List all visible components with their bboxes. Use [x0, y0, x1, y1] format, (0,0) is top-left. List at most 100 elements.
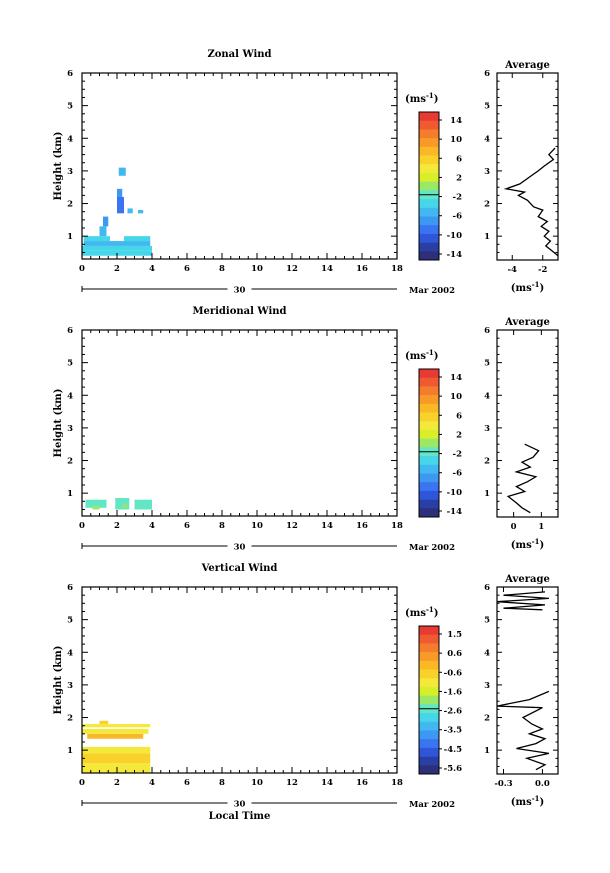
x-tick-label: 8: [219, 264, 225, 274]
colorbar-swatch: [419, 164, 439, 174]
heatmap-cell: [117, 197, 124, 214]
heatmap-cell: [124, 236, 151, 242]
avg-x-axis-label: (ms-1): [511, 537, 544, 551]
heatmap-cell: [82, 763, 151, 773]
avg-y-tick-label: 3: [484, 424, 490, 434]
x-tick-label: 10: [251, 521, 263, 531]
unit-exponent: -1: [426, 605, 434, 614]
colorbar-swatch: [419, 652, 439, 662]
y-tick-label: 3: [67, 167, 73, 177]
avg-y-tick-label: 4: [484, 134, 490, 144]
colorbar-tick-label: -10: [447, 488, 462, 498]
heatmap-cell: [127, 208, 133, 214]
colorbar-swatch: [419, 207, 439, 217]
avg-y-tick-label: 2: [484, 457, 490, 467]
avg-y-tick-label: 1: [484, 489, 490, 499]
x-tick-label: 18: [391, 264, 403, 274]
y-tick-label: 3: [67, 681, 73, 691]
colorbar-tick-label: 1.5: [447, 630, 462, 640]
x-tick-label: 0: [79, 264, 85, 274]
colorbar-swatch: [419, 626, 439, 636]
date-label-bg: [227, 797, 252, 809]
x-tick-label: 2: [114, 521, 120, 531]
colorbar-swatch: [419, 386, 439, 396]
colorbar-tick-label: -2: [453, 193, 463, 203]
average-title: Average: [504, 574, 550, 585]
avg-unit-close: ): [540, 540, 545, 551]
avg-x-tick-label: -0.3: [494, 779, 512, 789]
heatmap-cell: [99, 226, 107, 237]
avg-x-tick-label: 0.0: [535, 779, 550, 789]
x-tick-label: 8: [219, 778, 225, 788]
heatmap-cell: [118, 167, 126, 176]
x-tick-label: 0: [79, 778, 85, 788]
colorbar-swatch: [419, 377, 439, 387]
colorbar-swatch: [419, 129, 439, 139]
avg-x-axis-label: (ms-1): [511, 280, 544, 294]
avg-y-tick-label: 6: [484, 583, 490, 593]
x-tick-label: 12: [286, 264, 298, 274]
colorbar-tick-label: -10: [447, 231, 462, 241]
plot-frame: [81, 586, 398, 774]
x-tick-label: 2: [114, 264, 120, 274]
heatmap-cell: [87, 733, 144, 739]
heatmap-cell: [85, 499, 107, 508]
y-tick-label: 2: [67, 200, 73, 210]
avg-unit-close: ): [540, 797, 545, 808]
date-label-bg: [227, 540, 252, 552]
colorbar-swatch: [419, 508, 439, 518]
average-frame: [496, 72, 559, 261]
colorbar-tick-label: -0.6: [444, 668, 462, 678]
y-tick-label: 6: [67, 583, 73, 593]
plot-frame: [81, 72, 398, 260]
date-label-bg: [227, 283, 252, 295]
x-tick-label: 12: [286, 521, 298, 531]
avg-y-tick-label: 6: [484, 326, 490, 336]
colorbar-swatch: [419, 464, 439, 474]
y-tick-label: 5: [67, 616, 73, 626]
avg-unit-exponent: -1: [532, 794, 540, 803]
colorbar-swatch: [419, 395, 439, 405]
colorbar-swatch: [419, 181, 439, 191]
colorbar-frame: [418, 625, 440, 775]
colorbar-swatch: [419, 756, 439, 766]
colorbar-tick-label: 14: [450, 116, 462, 126]
heatmap-cell: [138, 210, 144, 214]
colorbar-tick-label: 6: [456, 411, 462, 421]
colorbar-swatch: [419, 225, 439, 235]
avg-y-tick-label: 3: [484, 681, 490, 691]
average-profile-line-upper: [496, 591, 549, 611]
colorbar-swatch: [419, 669, 439, 679]
x-tick-label: 2: [114, 778, 120, 788]
average-title: Average: [504, 317, 550, 328]
y-tick-label: 2: [67, 714, 73, 724]
colorbar-swatch: [419, 490, 439, 500]
colorbar-swatch: [419, 713, 439, 723]
colorbar-tick-label: 0.6: [447, 649, 462, 659]
colorbar-tick-label: -3.5: [444, 726, 462, 736]
heatmap-cell: [122, 504, 128, 508]
avg-x-tick-label: 0: [511, 522, 517, 532]
x-tick-label: 6: [184, 264, 190, 274]
y-tick-label: 3: [67, 424, 73, 434]
date-day-label: 30: [234, 800, 246, 810]
colorbar-tick-label: -5.6: [444, 764, 462, 774]
avg-y-tick-label: 5: [484, 102, 490, 112]
colorbar-swatch: [419, 765, 439, 775]
avg-unit-exponent: -1: [532, 537, 540, 546]
date-month-label: Mar 2002: [409, 800, 455, 810]
avg-x-axis-label: (ms-1): [511, 794, 544, 808]
unit-close: ): [434, 608, 439, 619]
colorbar-swatch: [419, 216, 439, 226]
y-tick-label: 6: [67, 69, 73, 79]
y-axis-label: Height (km): [53, 132, 64, 201]
heatmap-cell: [82, 746, 151, 754]
y-tick-label: 6: [67, 326, 73, 336]
average-title: Average: [504, 60, 550, 71]
colorbar-tick-label: 2: [456, 173, 462, 183]
colorbar-swatch: [419, 369, 439, 379]
colorbar-swatch: [419, 695, 439, 705]
avg-y-tick-label: 1: [484, 746, 490, 756]
